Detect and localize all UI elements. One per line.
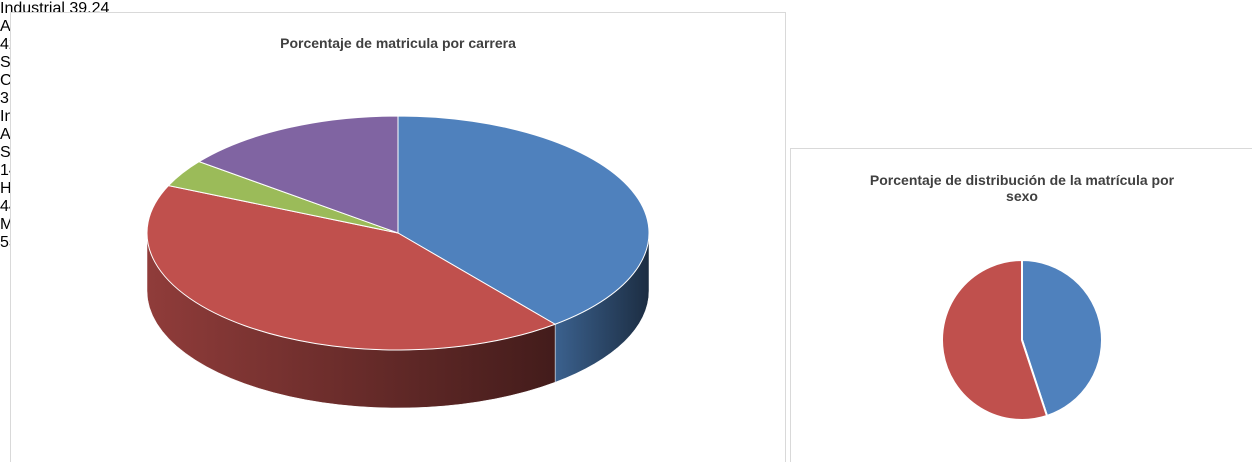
slice xyxy=(146,185,557,351)
chart-title: Porcentaje de distribución de la matrícu… xyxy=(869,172,1175,204)
chart-title: Porcentaje de matricula por carrera xyxy=(280,35,516,51)
slice xyxy=(197,115,399,234)
slice xyxy=(941,258,1049,421)
slice xyxy=(1021,258,1103,418)
slice xyxy=(397,115,650,325)
